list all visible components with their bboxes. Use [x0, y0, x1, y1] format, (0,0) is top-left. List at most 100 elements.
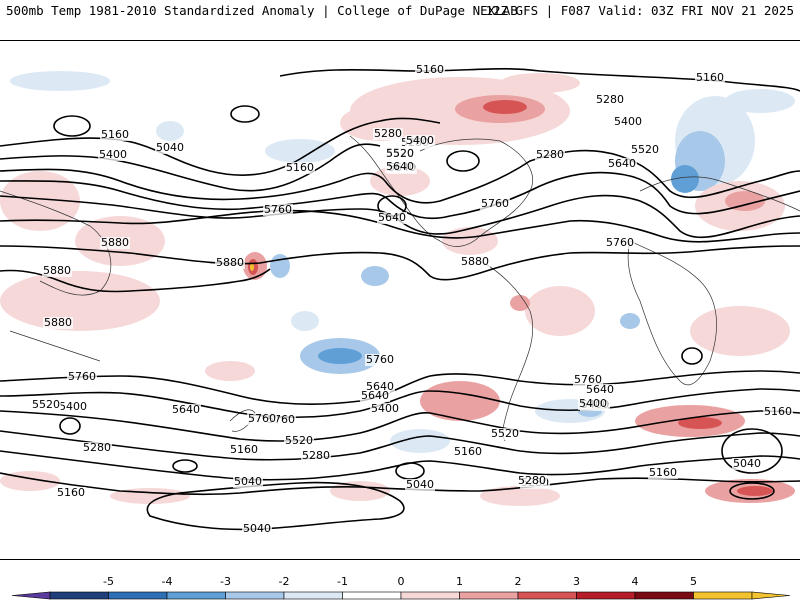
- contour-label: 5280: [374, 127, 402, 140]
- cold-anomaly: [390, 429, 450, 453]
- warm-anomaly: [205, 361, 255, 381]
- cold-anomaly: [725, 89, 795, 113]
- contour-label: 5640: [608, 157, 636, 170]
- contour-label: 5400: [371, 402, 399, 415]
- contour-label-bg: [373, 128, 403, 140]
- colorbar-segment: [693, 591, 753, 600]
- contour-label: 5160: [454, 445, 482, 458]
- contour-label-bg: [247, 413, 277, 425]
- contour-line: [279, 67, 800, 92]
- contour-line: [0, 450, 800, 481]
- contour-label: 5040: [243, 522, 271, 535]
- contour-label-bg: [377, 212, 407, 224]
- contour-line: [0, 209, 800, 243]
- contour-label-bg: [365, 354, 395, 366]
- anomaly-map: 5160516052805400516050405400528055205640…: [0, 40, 800, 560]
- contour-line: [0, 117, 441, 176]
- contour-label-bg: [763, 406, 793, 418]
- contour-label: 5760: [248, 412, 276, 425]
- contour-label-bg: [695, 72, 725, 84]
- contour-label: 5160: [57, 486, 85, 499]
- contour-label: 5520: [32, 398, 60, 411]
- contour-label: 5280: [302, 449, 330, 462]
- colorbar-tick-label: 5: [690, 575, 697, 588]
- cold-anomaly: [671, 165, 699, 193]
- colorbar-segment: [225, 591, 285, 600]
- contour-label-bg: [490, 428, 520, 440]
- colorbar-tick-label: 4: [632, 575, 639, 588]
- colorbar-tick-label: -1: [337, 575, 348, 588]
- contour-label-bg: [67, 371, 97, 383]
- contour-label: 5160: [286, 161, 314, 174]
- contour-line: [721, 428, 783, 474]
- contour-line: [446, 150, 480, 172]
- contour-label-bg: [630, 144, 660, 156]
- contour-label-bg: [415, 64, 445, 76]
- contour-label-bg: [285, 162, 315, 174]
- contour-label: 5040: [406, 478, 434, 491]
- contour-label-bg: [480, 198, 510, 210]
- contour-label-bg: [360, 390, 390, 402]
- contour-label-bg: [405, 479, 435, 491]
- contour-label: 5280: [83, 441, 111, 454]
- contour-line: [230, 105, 260, 123]
- contour-line: [729, 482, 775, 500]
- contour-label: 5760: [574, 373, 602, 386]
- contour-line: [0, 370, 800, 406]
- contour-label-bg: [98, 149, 128, 161]
- contour-label: 5040: [156, 141, 184, 154]
- contour-label-bg: [43, 317, 73, 329]
- contour-label-bg: [573, 374, 603, 386]
- contour-line: [0, 149, 800, 204]
- colorbar-tick-label: 2: [515, 575, 522, 588]
- cold-anomaly: [361, 266, 389, 286]
- contour-label-bg: [233, 476, 263, 488]
- colorbar-segment: [166, 591, 226, 600]
- contour-label-bg: [242, 523, 272, 535]
- warm-anomaly: [678, 417, 722, 429]
- colorbar-tick-label: -5: [103, 575, 114, 588]
- anomaly-shading: [0, 71, 795, 506]
- contour-label: 5640: [172, 403, 200, 416]
- contour-label: 5160: [696, 71, 724, 84]
- cold-anomaly: [620, 313, 640, 329]
- contour-label-bg: [370, 403, 400, 415]
- colorbar-tick-label: 3: [573, 575, 580, 588]
- cold-anomaly: [265, 139, 335, 163]
- africa-coast: [627, 240, 717, 386]
- contour-line: [0, 472, 800, 496]
- colorbar-segment: [517, 591, 577, 600]
- contour-label-bg: [263, 204, 293, 216]
- contour-label: 5520: [491, 427, 519, 440]
- contour-line: [0, 430, 800, 461]
- colorbar-tick-label: 1: [456, 575, 463, 588]
- contour-label-bg: [215, 257, 245, 269]
- cold-anomaly: [10, 71, 110, 91]
- warm-anomaly: [510, 295, 530, 311]
- contour-label: 5280: [518, 474, 546, 487]
- contour-label: 5760: [481, 197, 509, 210]
- contour-label: 5280: [596, 93, 624, 106]
- height-contours: [0, 67, 800, 531]
- contour-label: 5280: [536, 148, 564, 161]
- warm-anomaly: [737, 486, 773, 496]
- contour-label-bg: [100, 129, 130, 141]
- contour-label-bg: [31, 399, 61, 411]
- contour-line: [0, 410, 800, 442]
- contour-label-bg: [229, 444, 259, 456]
- colorbar-tick-label: 0: [398, 575, 405, 588]
- cold-anomaly: [291, 311, 319, 331]
- contour-label-bg: [405, 135, 435, 147]
- asia-coast: [0, 190, 112, 296]
- contour-label-bg: [460, 256, 490, 268]
- contour-label: 5880: [461, 255, 489, 268]
- cold-anomaly: [318, 348, 362, 364]
- colorbar-tick-label: -2: [279, 575, 290, 588]
- contour-label: 5640: [366, 380, 394, 393]
- warm-anomaly: [725, 191, 765, 211]
- cold-anomaly: [270, 254, 290, 278]
- colorbar-segment: [634, 591, 694, 600]
- contour-label-bg: [613, 116, 643, 128]
- colorbar-segment: [400, 591, 460, 600]
- warm-anomaly: [420, 381, 500, 421]
